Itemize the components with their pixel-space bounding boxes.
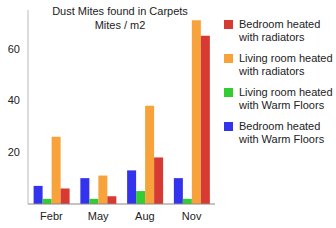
html-text:Dust Mites found in Carpets: Dust Mites found in Carpets bbox=[52, 5, 188, 17]
svg-text:60: 60 bbox=[8, 43, 20, 55]
svg-text:40: 40 bbox=[8, 94, 20, 106]
html-text:Living room heated with Warm F: Living room heated with Warm Floors bbox=[239, 86, 333, 111]
html-text:Living room heated with radiat: Living room heated with radiators bbox=[239, 52, 333, 77]
html-text:Bedroom heated with radiators: Bedroom heated with radiators bbox=[239, 18, 321, 43]
svg-text:Aug: Aug bbox=[135, 210, 155, 222]
svg-text:Febr: Febr bbox=[40, 210, 63, 222]
html-text:Bedroom heated with Warm Floor: Bedroom heated with Warm Floors bbox=[239, 120, 325, 145]
svg-text:May: May bbox=[88, 210, 109, 222]
svg-text:Nov: Nov bbox=[182, 210, 202, 222]
html-text:Mites / m2: Mites / m2 bbox=[94, 19, 146, 31]
svg-text:20: 20 bbox=[8, 146, 20, 158]
